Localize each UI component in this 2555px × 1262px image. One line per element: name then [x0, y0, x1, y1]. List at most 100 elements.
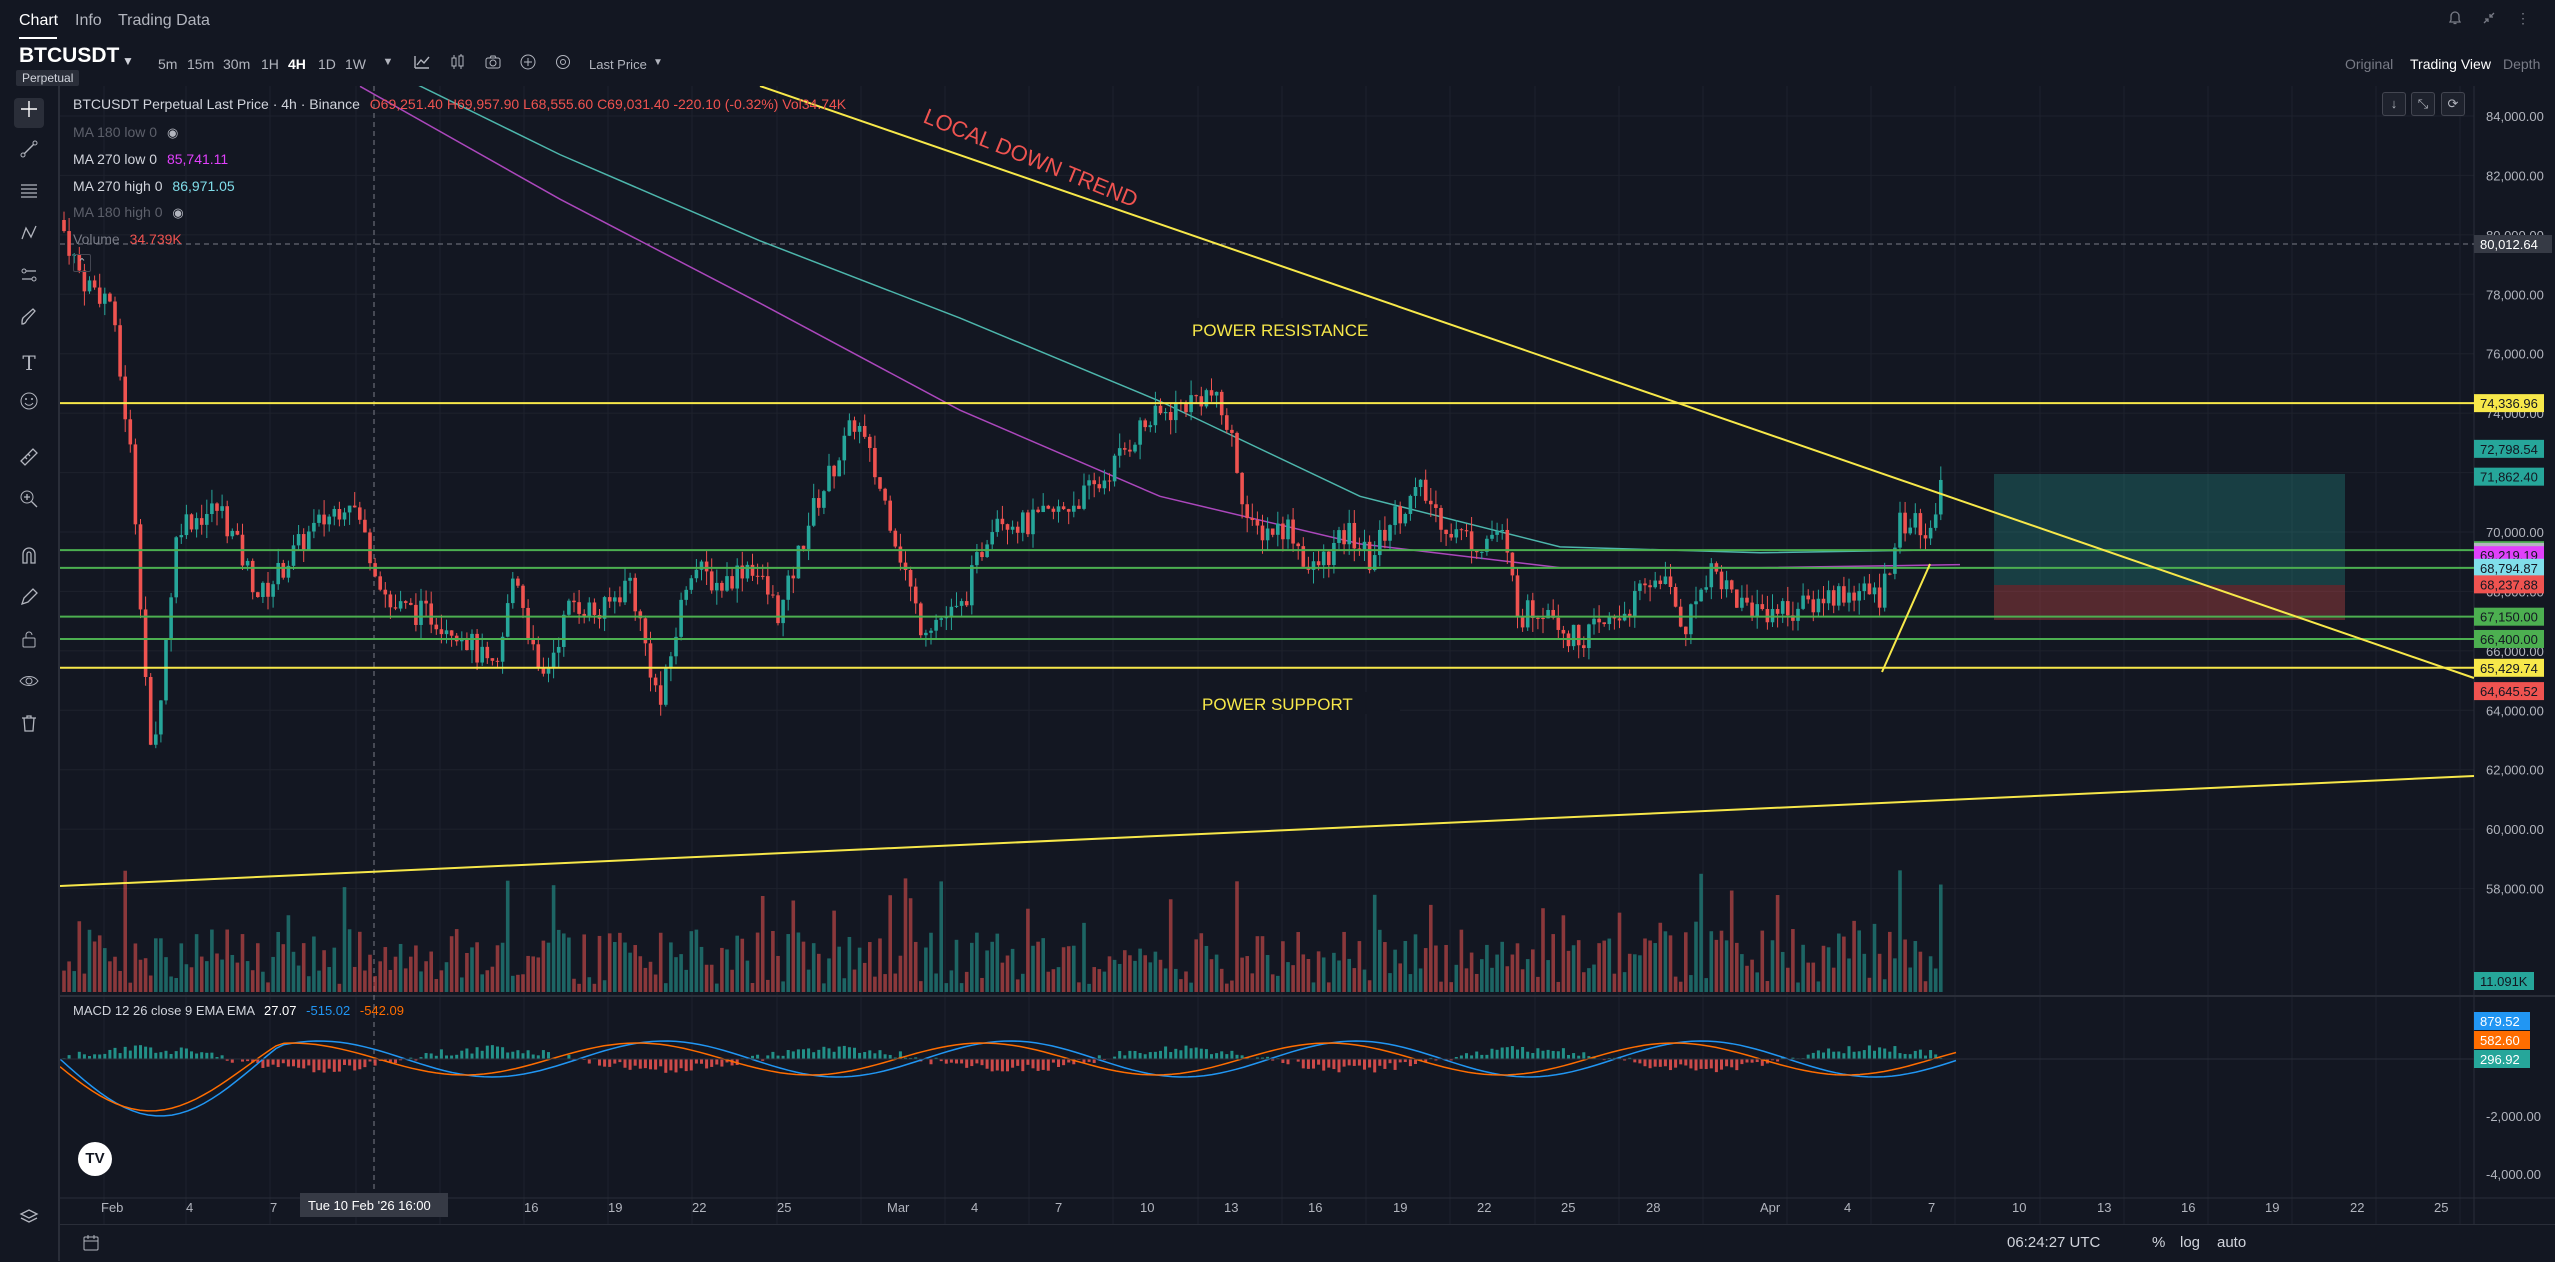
clock-utc[interactable]: 06:24:27 UTC — [2007, 1234, 2100, 1251]
candle-body — [878, 477, 882, 489]
tradingview-logo[interactable]: TV — [78, 1142, 112, 1176]
volume-bar — [83, 974, 87, 992]
collapse-legend-icon[interactable]: ⌃ — [73, 254, 91, 272]
candles-icon[interactable] — [448, 53, 468, 73]
macd-hist-bar — [1353, 1059, 1356, 1066]
view-depth[interactable]: Depth — [2503, 56, 2540, 72]
calendar-icon[interactable] — [82, 1234, 100, 1257]
timeframe-15m[interactable]: 15m — [187, 56, 214, 72]
bell-icon[interactable] — [2446, 10, 2464, 28]
zoom-in-icon[interactable] — [14, 488, 44, 518]
trash-icon[interactable] — [14, 712, 44, 742]
projection-icon[interactable] — [14, 264, 44, 294]
macd-hist-bar — [221, 1055, 224, 1059]
candle-body — [266, 583, 270, 597]
candle-body — [1317, 561, 1321, 565]
candle-body — [1888, 574, 1892, 575]
volume-bar — [1154, 952, 1158, 992]
ruler-icon[interactable] — [14, 446, 44, 476]
volume-bar — [1052, 969, 1056, 992]
macd-hist-bar — [1715, 1059, 1718, 1072]
brush-icon[interactable] — [14, 306, 44, 336]
eye-off-icon[interactable]: ◉ — [172, 205, 183, 220]
volume-bar — [1720, 931, 1724, 992]
tab-chart[interactable]: Chart — [19, 12, 58, 30]
volume-bar — [797, 932, 801, 992]
percent-scale-toggle[interactable]: % — [2152, 1234, 2165, 1251]
move-down-icon[interactable]: ↓ — [2382, 92, 2406, 116]
candle-body — [1327, 552, 1331, 565]
camera-icon[interactable] — [483, 53, 503, 73]
log-scale-toggle[interactable]: log — [2180, 1234, 2200, 1251]
pattern-icon[interactable] — [14, 222, 44, 252]
volume-bar — [710, 965, 714, 992]
candle-body — [894, 531, 898, 547]
volume-bar — [669, 942, 673, 992]
price-type-select[interactable]: Last Price — [589, 57, 647, 72]
trend-line-icon[interactable] — [14, 138, 44, 168]
timeframe-4h[interactable]: 4H — [288, 56, 306, 72]
volume-bar — [1659, 923, 1663, 992]
timeframe-30m[interactable]: 30m — [223, 56, 250, 72]
candle-body — [1424, 480, 1428, 501]
candle-body — [445, 630, 449, 634]
auto-scale-toggle[interactable]: auto — [2217, 1234, 2246, 1251]
price-type-dropdown-icon[interactable]: ▼ — [648, 57, 668, 77]
layers-icon[interactable] — [14, 1206, 44, 1236]
symbol-name[interactable]: BTCUSDT — [19, 44, 119, 68]
tab-trading-data[interactable]: Trading Data — [118, 12, 210, 30]
macd-hist-bar — [430, 1053, 433, 1059]
candle-body — [1633, 591, 1637, 616]
settings-icon[interactable] — [553, 53, 573, 73]
refresh-icon[interactable]: ⟳ — [2441, 92, 2465, 116]
time-tick-label: 22 — [2350, 1200, 2364, 1215]
volume-bar — [266, 982, 270, 992]
macd-hist-bar — [787, 1050, 790, 1059]
fib-retracement-icon[interactable] — [14, 180, 44, 210]
maximize-pane-icon[interactable]: ⤡ — [2411, 92, 2435, 116]
macd-hist-bar — [139, 1045, 142, 1059]
volume-bar — [1358, 941, 1362, 992]
timeframe-1h[interactable]: 1H — [261, 56, 279, 72]
volume-bar — [1613, 974, 1617, 992]
pencil-lock-icon[interactable] — [14, 586, 44, 616]
line-chart-icon[interactable] — [412, 53, 432, 73]
candle-body — [404, 601, 408, 603]
tab-info[interactable]: Info — [75, 12, 102, 30]
indicators-add-icon[interactable] — [518, 53, 538, 73]
eye-off-icon[interactable]: ◉ — [167, 125, 178, 140]
macd-hist-bar — [1654, 1059, 1657, 1067]
candle-body — [766, 576, 770, 594]
volume-bar — [1460, 930, 1464, 992]
candle-body — [1092, 480, 1096, 484]
view-original[interactable]: Original — [2345, 56, 2393, 72]
eye-icon[interactable] — [14, 670, 44, 700]
timeframe-1w[interactable]: 1W — [345, 56, 366, 72]
volume-bar — [1776, 895, 1780, 992]
timeframe-dropdown-icon[interactable]: ▼ — [378, 56, 398, 76]
volume-bar — [180, 943, 184, 992]
macd-label: MACD 12 26 close 9 EMA EMA — [73, 1003, 254, 1018]
view-trading-view[interactable]: Trading View — [2410, 56, 2491, 72]
macd-hist-bar — [843, 1046, 846, 1059]
macd-hist-bar — [853, 1048, 856, 1059]
emoji-icon[interactable] — [14, 390, 44, 420]
price-tick-label: 84,000.00 — [2486, 109, 2544, 124]
more-icon[interactable]: ⋮ — [2514, 10, 2532, 28]
macd-hist-bar — [1195, 1048, 1198, 1059]
volume-bar — [1679, 982, 1683, 992]
lock-icon[interactable] — [14, 628, 44, 658]
position-zones — [1994, 474, 2345, 620]
timeframe-1d[interactable]: 1D — [318, 56, 336, 72]
symbol-dropdown-icon[interactable]: ▼ — [122, 54, 134, 68]
crosshair-icon[interactable] — [14, 98, 44, 128]
volume-bar — [807, 970, 811, 992]
volume-bar — [1424, 948, 1428, 992]
text-tool-icon[interactable]: T — [14, 348, 44, 378]
candle-body — [1883, 574, 1887, 608]
collapse-icon[interactable] — [2480, 10, 2498, 28]
magnet-icon[interactable] — [14, 544, 44, 574]
macd-hist-bar — [144, 1047, 147, 1059]
timeframe-5m[interactable]: 5m — [158, 56, 177, 72]
